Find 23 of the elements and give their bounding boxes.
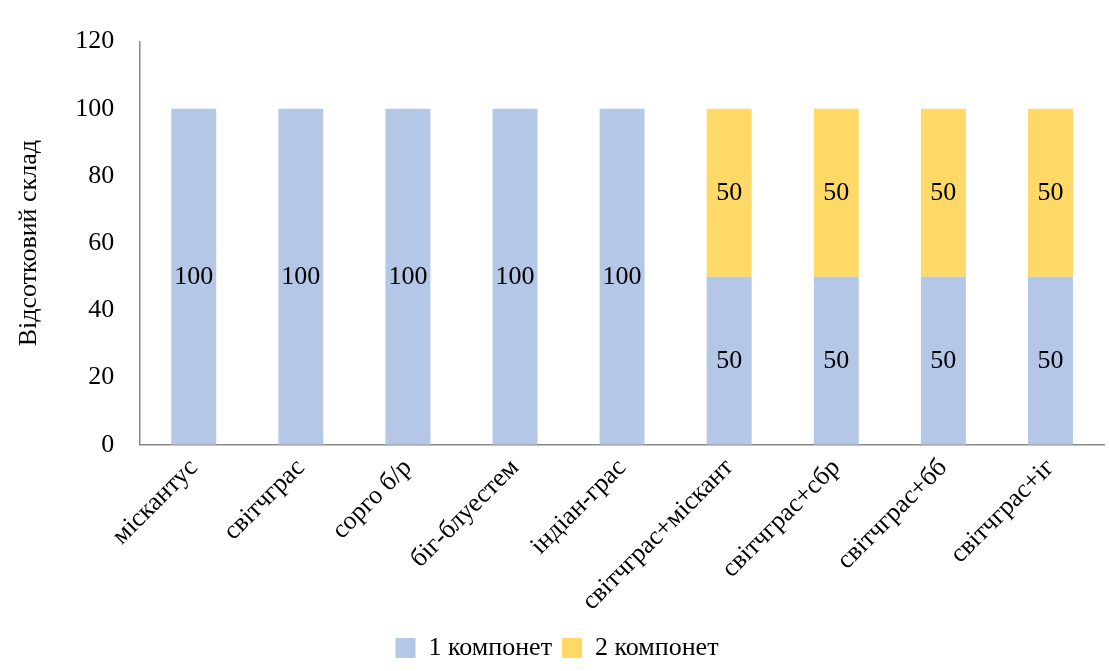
data-label: 50	[930, 344, 957, 374]
data-label: 100	[388, 260, 428, 290]
y-tick-label: 0	[101, 428, 115, 458]
data-label: 100	[174, 260, 214, 290]
data-label: 50	[716, 344, 743, 374]
data-label: 100	[602, 260, 642, 290]
data-label: 100	[281, 260, 321, 290]
data-label: 50	[823, 344, 850, 374]
y-axis-title: Відсотковий склад	[13, 140, 43, 347]
data-label: 50	[1037, 344, 1064, 374]
data-label: 50	[716, 176, 743, 206]
legend-label: 1 компонет	[428, 631, 552, 661]
data-label: 50	[1037, 176, 1064, 206]
y-tick-label: 40	[88, 294, 115, 324]
y-tick-label: 60	[88, 226, 115, 256]
y-tick-label: 20	[88, 361, 115, 391]
y-tick-label: 80	[88, 159, 115, 189]
y-tick-label: 100	[75, 92, 115, 122]
y-tick-label: 120	[75, 25, 115, 55]
data-label: 50	[930, 176, 957, 206]
legend-label: 2 компонет	[595, 631, 719, 661]
data-label: 100	[495, 260, 535, 290]
data-label: 50	[823, 176, 850, 206]
